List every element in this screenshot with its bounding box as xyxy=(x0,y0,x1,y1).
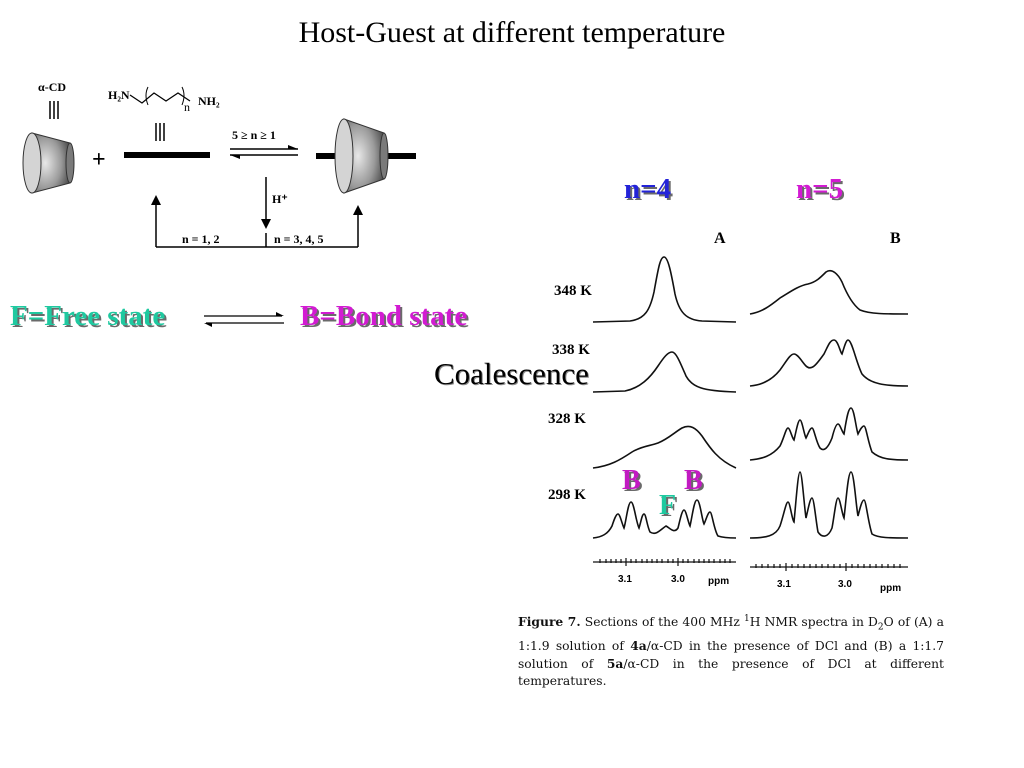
amine-left-label: H₂N xyxy=(108,88,130,102)
panel-a-label: A xyxy=(714,230,726,247)
coalescence-label: Coalescence xyxy=(434,356,589,391)
spectrum-a-328 xyxy=(592,425,737,469)
caption-compound-4a: 4a xyxy=(630,637,647,653)
spectrum-a-338 xyxy=(592,351,737,393)
series-n5-label: n=5 xyxy=(796,173,844,205)
axis-a-unit: ppm xyxy=(708,576,729,587)
nmr-spectra-figure: A B 348 K 338 K 328 K 298 K 3.1 3.0 ppm xyxy=(548,230,909,594)
peak-label-free: F xyxy=(659,490,677,521)
amine-n-label: n xyxy=(184,100,190,114)
temp-label-338: 338 K xyxy=(552,342,590,358)
temp-label-328: 328 K xyxy=(548,411,586,427)
spectrum-b-338 xyxy=(749,339,909,387)
inclusion-complex-icon xyxy=(316,118,416,194)
spectrum-a-298 xyxy=(592,499,737,539)
axis-b-unit: ppm xyxy=(880,583,901,594)
axis-b-tick-30: 3.0 xyxy=(838,579,852,590)
host-guest-scheme: α-CD + H₂N n NH₂ 5 ≥ n ≥ 1 H⁺ n = 1 xyxy=(22,80,416,248)
panel-b-label: B xyxy=(890,230,901,247)
caption-sup: 1 xyxy=(744,614,750,624)
temp-label-348: 348 K xyxy=(554,283,592,299)
series-n4-label: n=4 xyxy=(624,173,672,205)
amine-right-label: NH₂ xyxy=(198,94,220,108)
axis-b-tick-31: 3.1 xyxy=(777,579,791,590)
branch-left-label: n = 1, 2 xyxy=(182,232,220,246)
branch-right-label: n = 3, 4, 5 xyxy=(274,232,324,246)
cyclodextrin-cone-icon xyxy=(22,132,75,194)
caption-text: H NMR spectra in D xyxy=(749,615,878,630)
equilibrium-condition: 5 ≥ n ≥ 1 xyxy=(232,128,276,142)
plus-sign: + xyxy=(92,147,106,173)
acid-label: H⁺ xyxy=(272,192,288,206)
caption-compound-5a: 5a xyxy=(606,655,624,671)
state-equilibrium-arrows-icon xyxy=(204,312,284,327)
caption-text: Sections of the 400 MHz xyxy=(580,615,745,630)
caption-text: /α-CD in the presence of DCl at differen… xyxy=(518,656,944,688)
figure-caption: Figure 7. Sections of the 400 MHz 1H NMR… xyxy=(518,611,944,690)
axis-b xyxy=(750,563,908,571)
axis-a-tick-31: 3.1 xyxy=(618,574,632,585)
guest-rod xyxy=(124,152,210,158)
spectrum-a-348 xyxy=(592,256,737,323)
peak-label-bond-1: B xyxy=(622,465,641,496)
temp-label-298: 298 K xyxy=(548,487,586,503)
bond-state-label: B=Bond state xyxy=(300,300,468,332)
cd-label: α-CD xyxy=(38,80,66,94)
equilibrium-arrows-icon xyxy=(230,145,298,159)
spectrum-b-348 xyxy=(749,269,909,315)
caption-text: O of (A) a 1:1.9 solution of xyxy=(518,615,944,653)
free-state-label: F=Free state xyxy=(10,300,166,332)
caption-sub: 2 xyxy=(877,622,884,633)
peak-label-bond-2: B xyxy=(684,465,703,496)
caption-figure-number: Figure 7. xyxy=(518,614,581,630)
acid-arrow-icon xyxy=(261,219,271,229)
axis-a xyxy=(593,558,736,566)
page-title: Host-Guest at different temperature xyxy=(298,16,726,49)
caption-text: /α-CD in the presence of DCl and (B) a 1… xyxy=(518,638,944,671)
axis-a-tick-30: 3.0 xyxy=(671,574,685,585)
spectrum-b-328 xyxy=(749,407,909,461)
spectrum-b-298 xyxy=(749,471,909,539)
